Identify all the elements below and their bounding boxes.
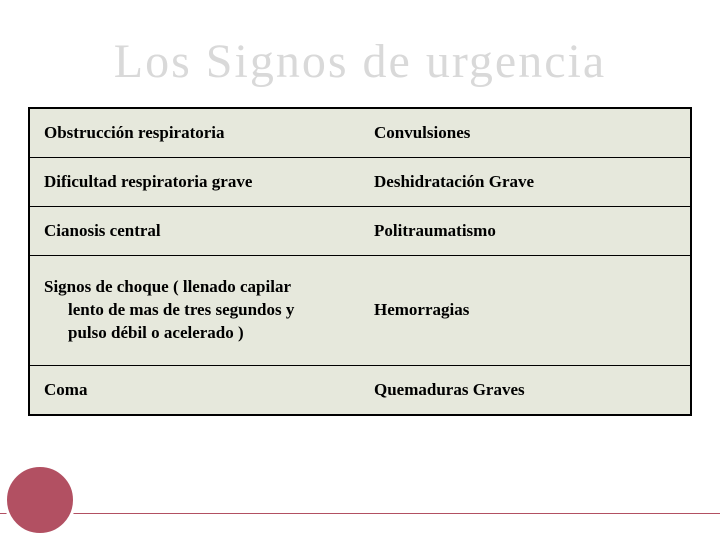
cell-line: lento de mas de tres segundos y	[44, 299, 346, 322]
cell: Quemaduras Graves	[360, 365, 691, 415]
cell: Coma	[29, 365, 360, 415]
cell-line: pulso débil o acelerado )	[44, 322, 346, 345]
corner-circle-icon	[4, 464, 76, 536]
footer-line	[0, 513, 720, 514]
cell: Obstrucción respiratoria	[29, 108, 360, 158]
cell: Cianosis central	[29, 207, 360, 256]
table-row: Signos de choque ( llenado capilar lento…	[29, 256, 691, 366]
cell: Deshidratación Grave	[360, 158, 691, 207]
cell: Hemorragias	[360, 256, 691, 366]
cell: Dificultad respiratoria grave	[29, 158, 360, 207]
table-row: Dificultad respiratoria grave Deshidrata…	[29, 158, 691, 207]
cell: Convulsiones	[360, 108, 691, 158]
table-row: Cianosis central Politraumatismo	[29, 207, 691, 256]
page-title: Los Signos de urgencia	[0, 0, 720, 107]
table-row: Obstrucción respiratoria Convulsiones	[29, 108, 691, 158]
table-row: Coma Quemaduras Graves	[29, 365, 691, 415]
signs-table-wrap: Obstrucción respiratoria Convulsiones Di…	[28, 107, 692, 416]
signs-table: Obstrucción respiratoria Convulsiones Di…	[28, 107, 692, 416]
cell: Politraumatismo	[360, 207, 691, 256]
cell: Signos de choque ( llenado capilar lento…	[29, 256, 360, 366]
cell-line: Signos de choque ( llenado capilar	[44, 277, 291, 296]
